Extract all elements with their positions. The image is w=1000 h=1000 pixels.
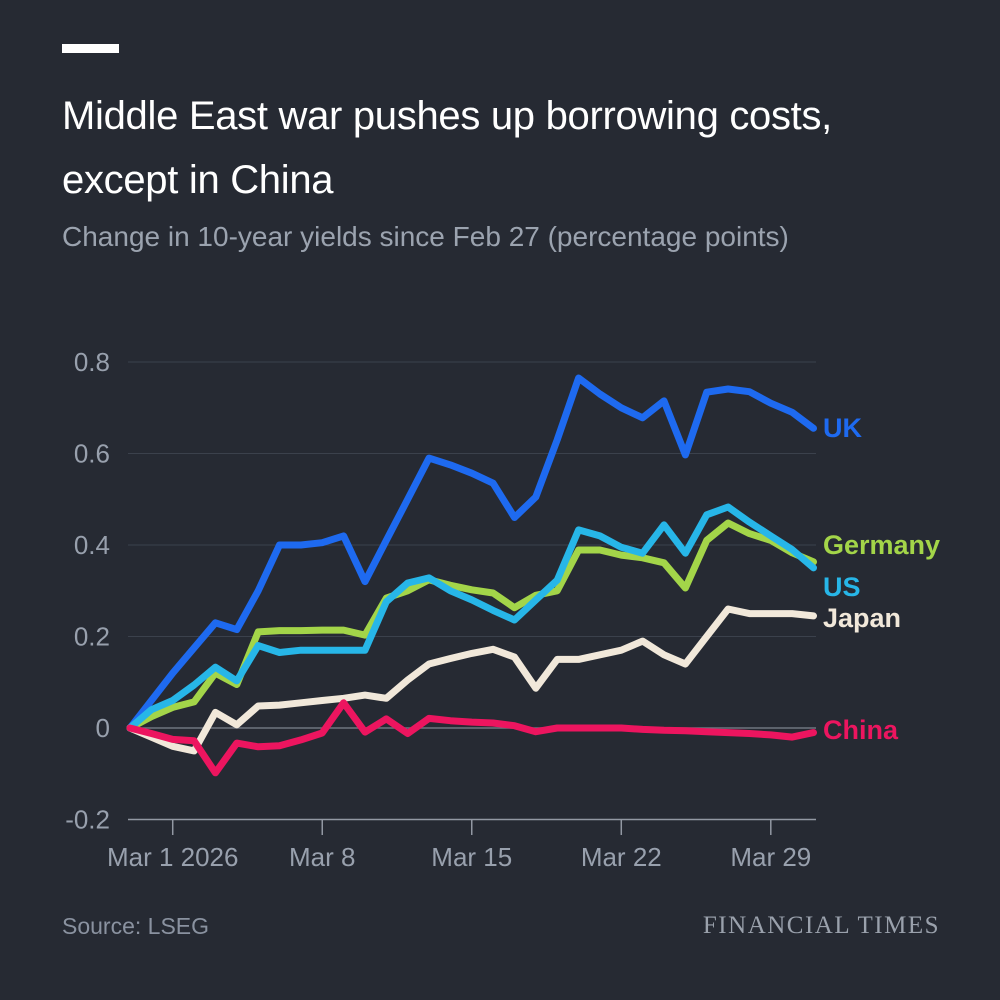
x-axis-label: Mar 29 <box>730 842 811 872</box>
financial-times-logo: FINANCIAL TIMES <box>702 912 940 939</box>
chart-title-line2: except in China <box>62 158 334 202</box>
y-axis-label: 0.4 <box>74 530 110 560</box>
series-line-uk <box>126 374 817 732</box>
chart-title-line1: Middle East war pushes up borrowing cost… <box>62 94 832 138</box>
x-axis-label: Mar 15 <box>431 842 512 872</box>
series-line-china <box>126 699 817 777</box>
series-label-germany: Germany <box>823 530 940 560</box>
source-note: Source: LSEG <box>62 913 210 939</box>
x-axis-label: Mar 8 <box>289 842 355 872</box>
chart-subtitle: Change in 10-year yields since Feb 27 (p… <box>62 221 789 252</box>
chart-title: Middle East war pushes up borrowing cost… <box>62 84 962 212</box>
x-axis-label: Mar 1 2026 <box>107 842 239 872</box>
series-line-us <box>126 503 817 732</box>
series-label-uk: UK <box>823 413 862 443</box>
y-axis-label: -0.2 <box>65 805 110 835</box>
series-line-japan <box>126 605 817 755</box>
kicker-bar <box>62 44 119 53</box>
y-axis-label: 0.8 <box>74 347 110 377</box>
y-axis-label: 0 <box>96 713 110 743</box>
series-label-japan: Japan <box>823 603 901 633</box>
series-label-us: US <box>823 572 861 602</box>
y-axis-label: 0.2 <box>74 622 110 652</box>
x-axis-label: Mar 22 <box>581 842 662 872</box>
series-label-china: China <box>823 715 899 745</box>
y-axis-label: 0.6 <box>74 439 110 469</box>
